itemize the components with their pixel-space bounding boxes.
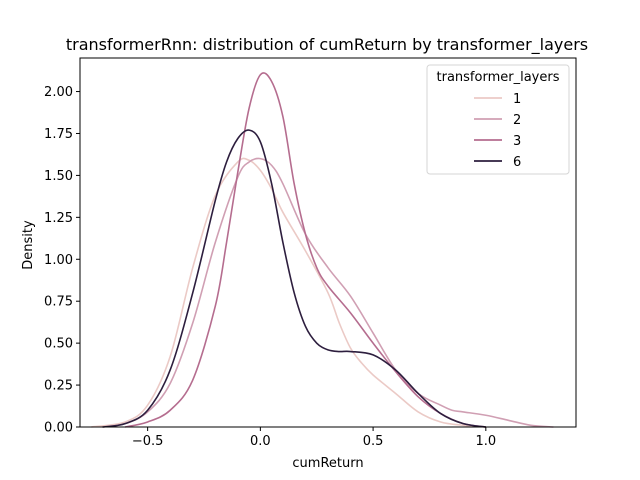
x-tick-label: 0.5 [363,434,384,449]
plot-area [79,57,577,428]
x-tick-label: 1.0 [475,434,496,449]
y-tick-label: 0.50 [44,337,73,352]
y-tick-label: 0.25 [44,379,73,394]
y-tick-label: 2.00 [44,85,73,100]
y-axis: 0.00 0.25 0.50 0.75 1.00 1.25 1.50 1.75 2.00 [44,85,80,436]
series-line-6 [102,129,486,428]
series-line-3 [124,72,486,428]
y-tick-label: 1.00 [44,253,73,268]
y-tick-label: 1.50 [44,169,73,184]
y-tick-label: 1.75 [44,127,73,142]
series-line-1 [91,157,486,428]
chart-title: transformerRnn: distribution of cumRetur… [66,35,588,55]
legend: transformer_layers 1 2 3 6 [426,64,570,175]
y-tick-label: 0.00 [44,421,73,436]
legend-label-3: 3 [513,134,521,149]
legend-label-1: 1 [513,92,521,107]
legend-label-2: 2 [513,113,521,128]
y-axis-title: Density [21,220,36,270]
y-tick-label: 0.75 [44,295,73,310]
legend-title: transformer_layers [437,70,560,85]
x-tick-label: 0.0 [250,434,271,449]
y-tick-label: 1.25 [44,211,73,226]
legend-label-6: 6 [513,155,521,170]
x-axis-title: cumReturn [292,456,363,471]
axes-frame [79,57,577,428]
x-axis: −0.5 0.0 0.5 1.0 [132,427,496,449]
x-tick-label: −0.5 [132,434,164,449]
series-line-2 [102,157,554,428]
